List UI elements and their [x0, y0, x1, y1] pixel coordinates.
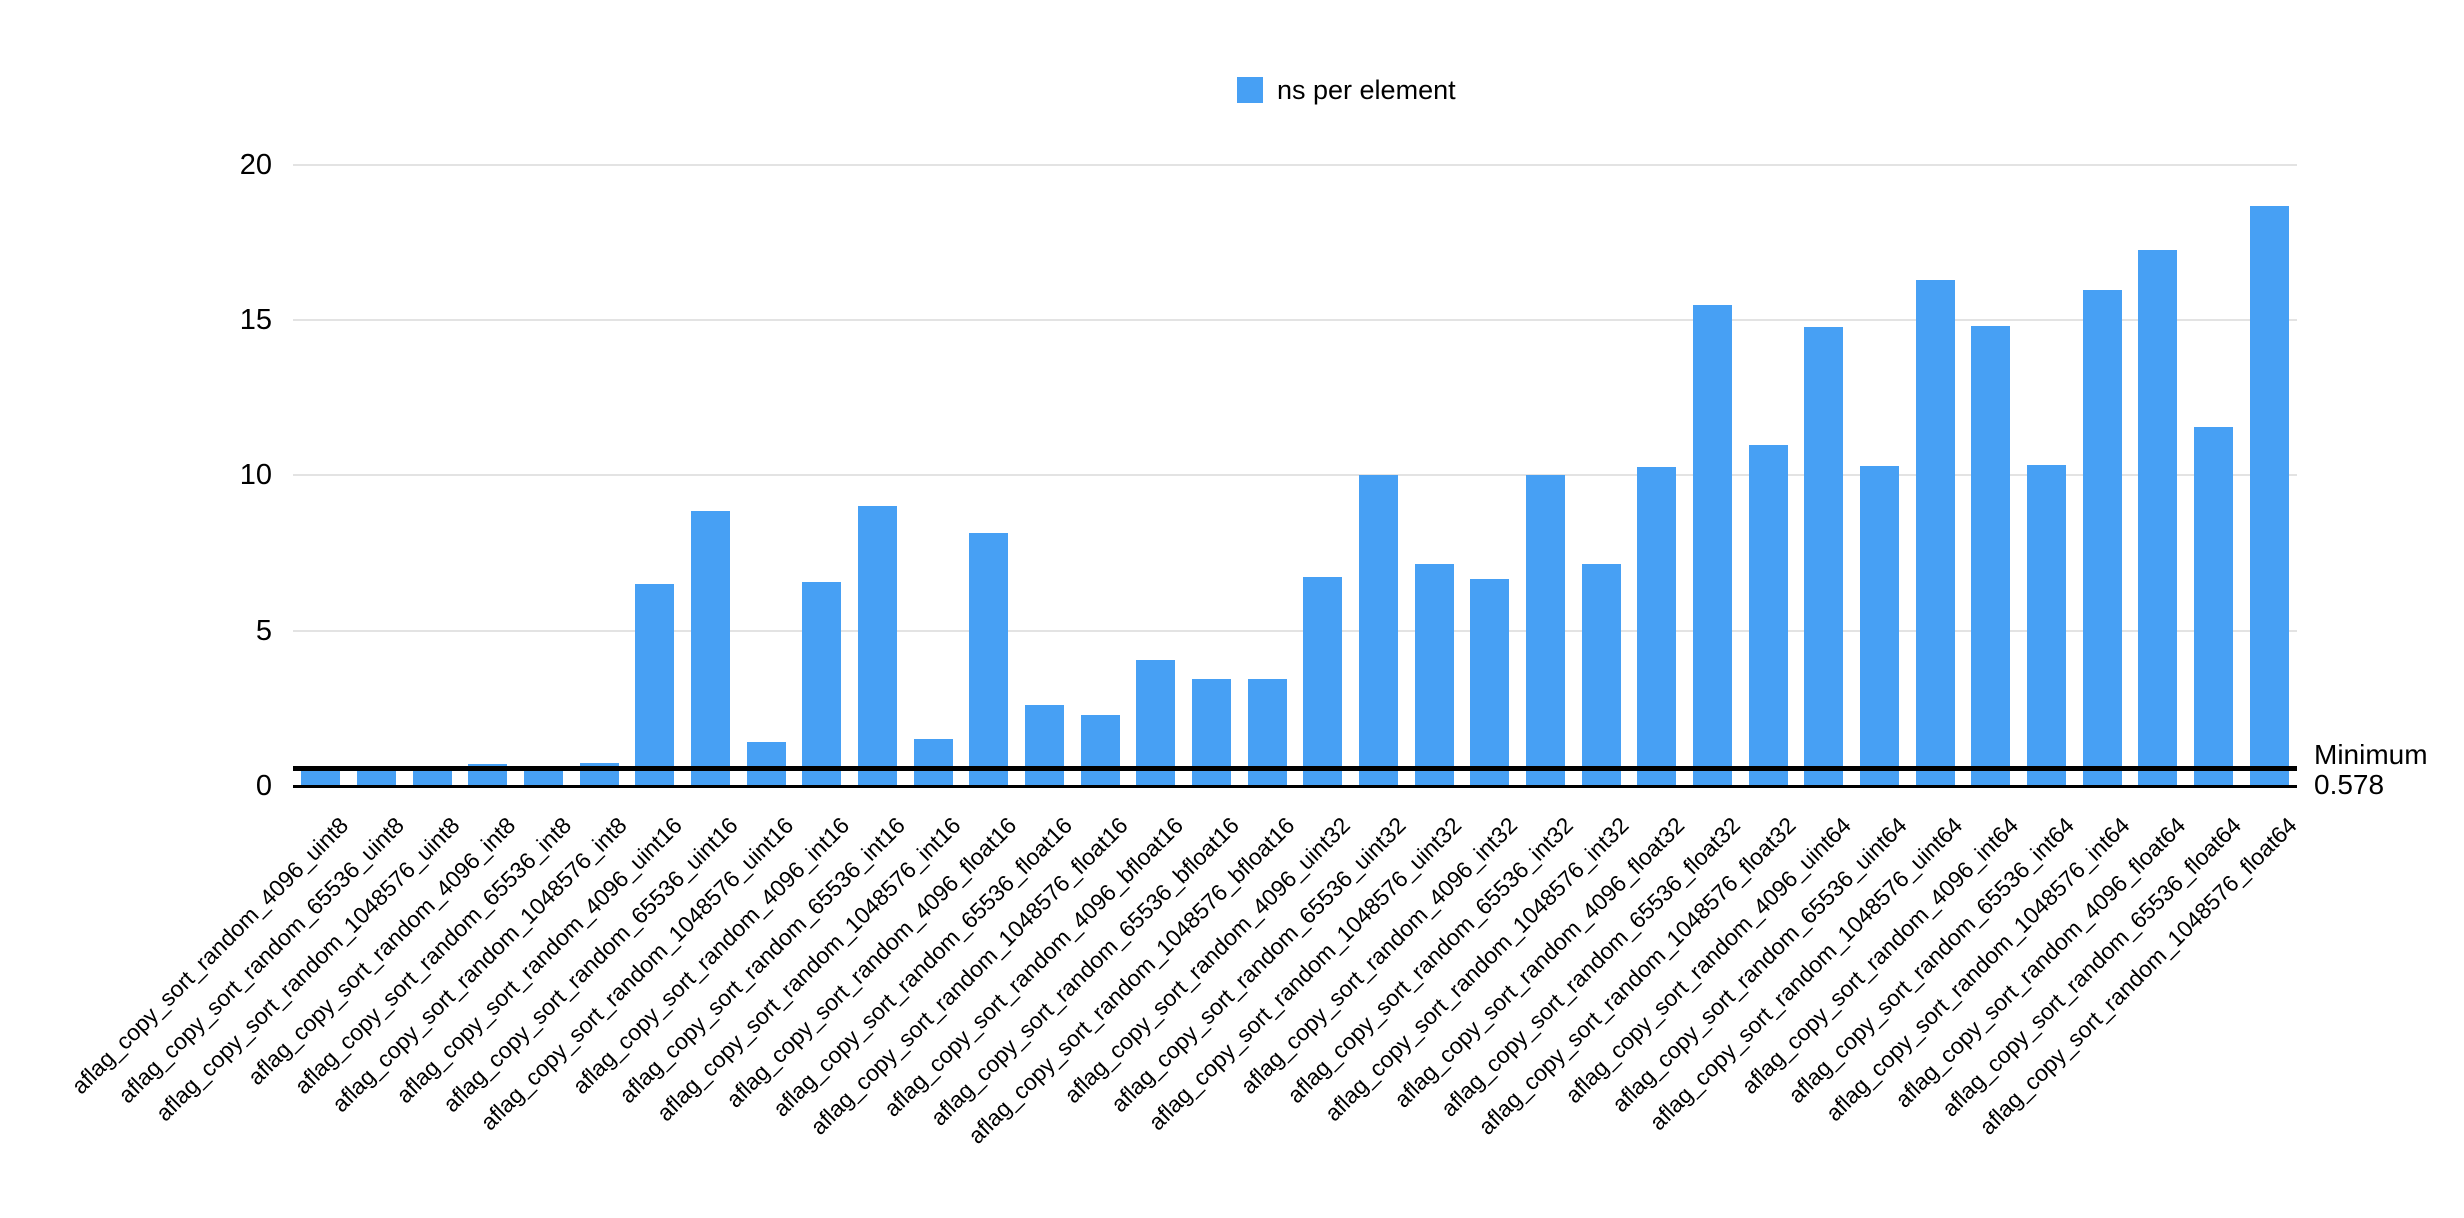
- y-axis-tick-label: 15: [239, 303, 272, 336]
- bar-aflag_copy_sort_random_1048576_uint8[interactable]: [413, 768, 452, 786]
- y-axis-tick-label: 10: [239, 459, 272, 492]
- bar-aflag_copy_sort_random_1048576_float64[interactable]: [2250, 206, 2289, 786]
- bar-aflag_copy_sort_random_4096_int16[interactable]: [802, 582, 841, 786]
- bar-aflag_copy_sort_random_1048576_int32[interactable]: [1582, 564, 1621, 786]
- gridline: [293, 163, 2297, 166]
- bar-aflag_copy_sort_random_4096_uint16[interactable]: [635, 584, 674, 786]
- x-axis-line: [293, 784, 2297, 788]
- bar-aflag_copy_sort_random_65536_uint64[interactable]: [1860, 466, 1899, 786]
- gridline: [293, 629, 2297, 632]
- gridline: [293, 474, 2297, 477]
- bar-aflag_copy_sort_random_65536_float64[interactable]: [2194, 427, 2233, 786]
- bar-aflag_copy_sort_random_4096_uint32[interactable]: [1303, 577, 1342, 786]
- bar-aflag_copy_sort_random_1048576_uint64[interactable]: [1916, 280, 1955, 786]
- minimum-annotation: Minimum 0.578: [2314, 740, 2428, 800]
- bar-aflag_copy_sort_random_65536_uint16[interactable]: [691, 511, 730, 786]
- legend-swatch-icon: [1237, 77, 1263, 103]
- bar-aflag_copy_sort_random_4096_int32[interactable]: [1470, 579, 1509, 786]
- bar-aflag_copy_sort_random_4096_float32[interactable]: [1637, 467, 1676, 786]
- y-axis-tick-label: 20: [239, 148, 272, 181]
- gridline: [293, 318, 2297, 321]
- bar-aflag_copy_sort_random_1048576_int16[interactable]: [914, 739, 953, 786]
- bar-aflag_copy_sort_random_4096_float16[interactable]: [969, 533, 1008, 786]
- bar-aflag_copy_sort_random_4096_float64[interactable]: [2138, 250, 2177, 786]
- legend-label: ns per element: [1277, 74, 1456, 105]
- bar-aflag_copy_sort_random_1048576_uint32[interactable]: [1415, 564, 1454, 786]
- bar-aflag_copy_sort_random_65536_int32[interactable]: [1526, 475, 1565, 786]
- minimum-annotation-value: 0.578: [2314, 769, 2385, 800]
- bar-aflag_copy_sort_random_4096_uint8[interactable]: [301, 768, 340, 786]
- bar-aflag_copy_sort_random_65536_float16[interactable]: [1025, 705, 1064, 786]
- bar-aflag_copy_sort_random_1048576_uint16[interactable]: [747, 742, 786, 786]
- bar-aflag_copy_sort_random_65536_int16[interactable]: [858, 506, 897, 786]
- y-axis-tick-label: 5: [255, 614, 272, 647]
- minimum-annotation-label: Minimum: [2314, 739, 2428, 770]
- bar-aflag_copy_sort_random_4096_bfloat16[interactable]: [1136, 660, 1175, 786]
- bar-aflag_copy_sort_random_4096_int64[interactable]: [1971, 326, 2010, 786]
- bar-aflag_copy_sort_random_65536_int64[interactable]: [2027, 465, 2066, 786]
- bar-aflag_copy_sort_random_65536_int8[interactable]: [524, 768, 563, 786]
- minimum-line: [293, 766, 2297, 771]
- bar-aflag_copy_sort_random_65536_uint8[interactable]: [357, 768, 396, 786]
- bar-aflag_copy_sort_random_1048576_float32[interactable]: [1749, 445, 1788, 786]
- bar-aflag_copy_sort_random_1048576_int64[interactable]: [2083, 290, 2122, 786]
- bar-aflag_copy_sort_random_1048576_float16[interactable]: [1081, 715, 1120, 786]
- bar-aflag_copy_sort_random_65536_uint32[interactable]: [1359, 475, 1398, 786]
- y-axis-tick-label: 0: [255, 770, 272, 802]
- bar-aflag_copy_sort_random_65536_float32[interactable]: [1693, 305, 1732, 786]
- legend-item[interactable]: ns per element: [1237, 74, 1456, 105]
- bar-aflag_copy_sort_random_4096_uint64[interactable]: [1804, 327, 1843, 786]
